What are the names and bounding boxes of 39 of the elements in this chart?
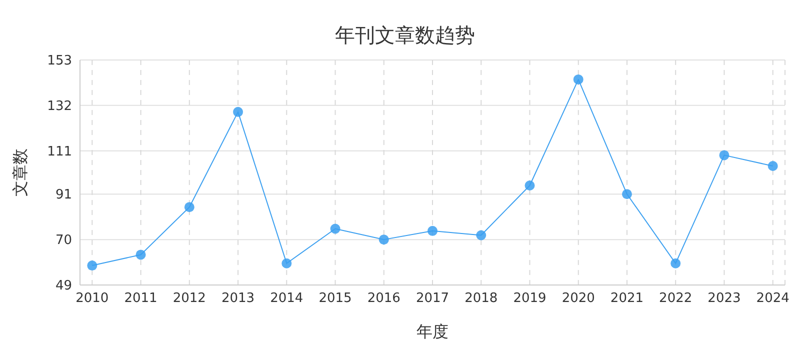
- x-tick-label: 2014: [270, 291, 304, 306]
- chart-title: 年刊文章数趋势: [334, 22, 476, 49]
- point: [378, 234, 389, 245]
- point: [573, 74, 584, 84]
- point: [184, 202, 194, 212]
- point: [719, 150, 730, 160]
- x-tick-label: 2016: [367, 291, 400, 306]
- y-axis-title: 文章数: [10, 148, 30, 196]
- x-axis-title: 年度: [416, 322, 448, 341]
- point: [768, 161, 778, 172]
- x-tick-label: 2018: [464, 291, 498, 306]
- point: [233, 106, 244, 117]
- y-tick-label: 153: [47, 54, 72, 69]
- x-tick-label: 2022: [659, 291, 692, 306]
- x-tick-label: 2023: [708, 291, 741, 306]
- x-tick-label: 2024: [756, 291, 790, 306]
- point: [476, 230, 486, 240]
- x-tick-label: 2019: [513, 291, 546, 306]
- x-tick-label: 2017: [416, 291, 450, 306]
- point: [136, 250, 146, 260]
- y-tick-label: 132: [47, 99, 72, 114]
- point: [87, 260, 98, 271]
- point: [670, 258, 681, 268]
- x-tick-label: 2021: [610, 291, 644, 306]
- x-tick-label: 2020: [562, 291, 595, 306]
- point: [282, 258, 292, 268]
- point: [428, 226, 438, 236]
- x-tick-label: 2012: [172, 291, 206, 306]
- x-tick-label: 2013: [221, 291, 255, 306]
- point: [524, 180, 535, 190]
- x-tick-label: 2010: [76, 291, 109, 306]
- x-tick-label: 2015: [318, 291, 352, 306]
- y-tick-label: 49: [55, 278, 72, 294]
- point: [622, 189, 632, 200]
- point: [330, 224, 340, 234]
- x-tick-label: 2011: [124, 291, 158, 306]
- y-tick-label: 91: [55, 188, 72, 203]
- y-tick-label: 70: [55, 233, 72, 248]
- y-tick-label: 111: [47, 144, 72, 160]
